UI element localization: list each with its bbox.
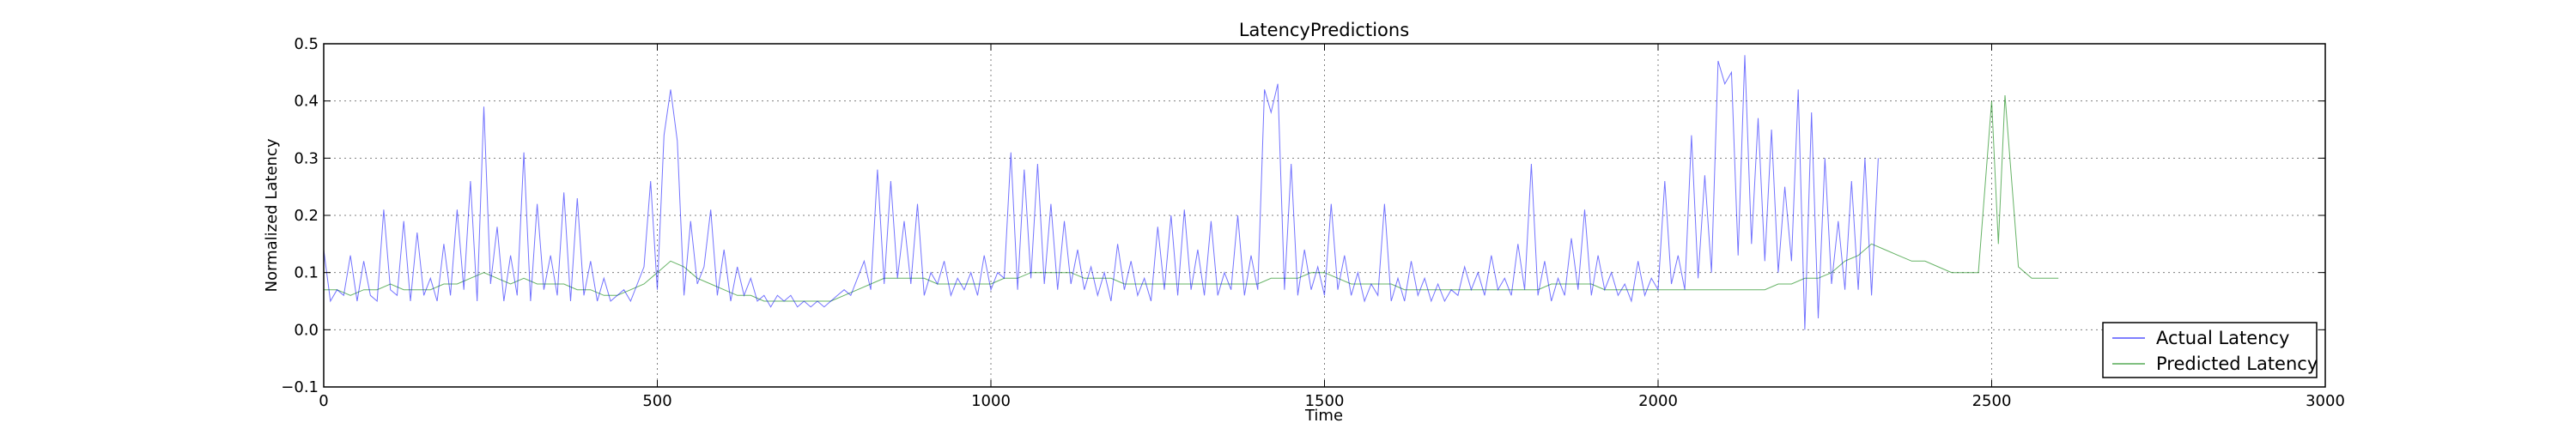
x-tick-label: 0 (319, 392, 328, 410)
y-tick-label: 0.0 (294, 321, 319, 339)
y-axis-label: Normalized Latency (263, 138, 281, 292)
legend-label-predicted: Predicted Latency (2156, 353, 2318, 374)
x-tick-label: 500 (642, 392, 671, 410)
y-tick-label: 0.3 (294, 149, 319, 167)
x-tick-label: 1000 (971, 392, 1011, 410)
y-tick-label: −0.1 (281, 378, 319, 396)
x-tick-label: 3000 (2306, 392, 2345, 410)
series-actual-latency-line (323, 55, 1879, 330)
y-tick-label: 0.1 (294, 264, 319, 282)
legend: Actual Latency Predicted Latency (2102, 322, 2318, 378)
y-tick-label: 0.4 (294, 93, 319, 111)
legend-label-actual: Actual Latency (2156, 328, 2289, 348)
x-tick-label: 2500 (1972, 392, 2012, 410)
x-axis-label: Time (1304, 407, 1343, 425)
legend-box (2102, 322, 2318, 378)
y-axis-ticks: −0.1 0.0 0.1 0.2 0.3 0.4 0.5 (281, 35, 2325, 396)
x-tick-label: 1500 (1305, 392, 1345, 410)
y-tick-label: 0.2 (294, 207, 319, 225)
series-layer (323, 55, 2059, 330)
y-tick-label: 0.5 (294, 35, 319, 53)
grid-lines (323, 43, 2326, 388)
x-tick-label: 2000 (1638, 392, 1678, 410)
series-predicted-latency-line (324, 94, 2059, 302)
x-axis-ticks: 0 500 1000 1500 2000 2500 3000 (319, 44, 2345, 410)
chart-title: LatencyPredictions (1239, 20, 1409, 40)
